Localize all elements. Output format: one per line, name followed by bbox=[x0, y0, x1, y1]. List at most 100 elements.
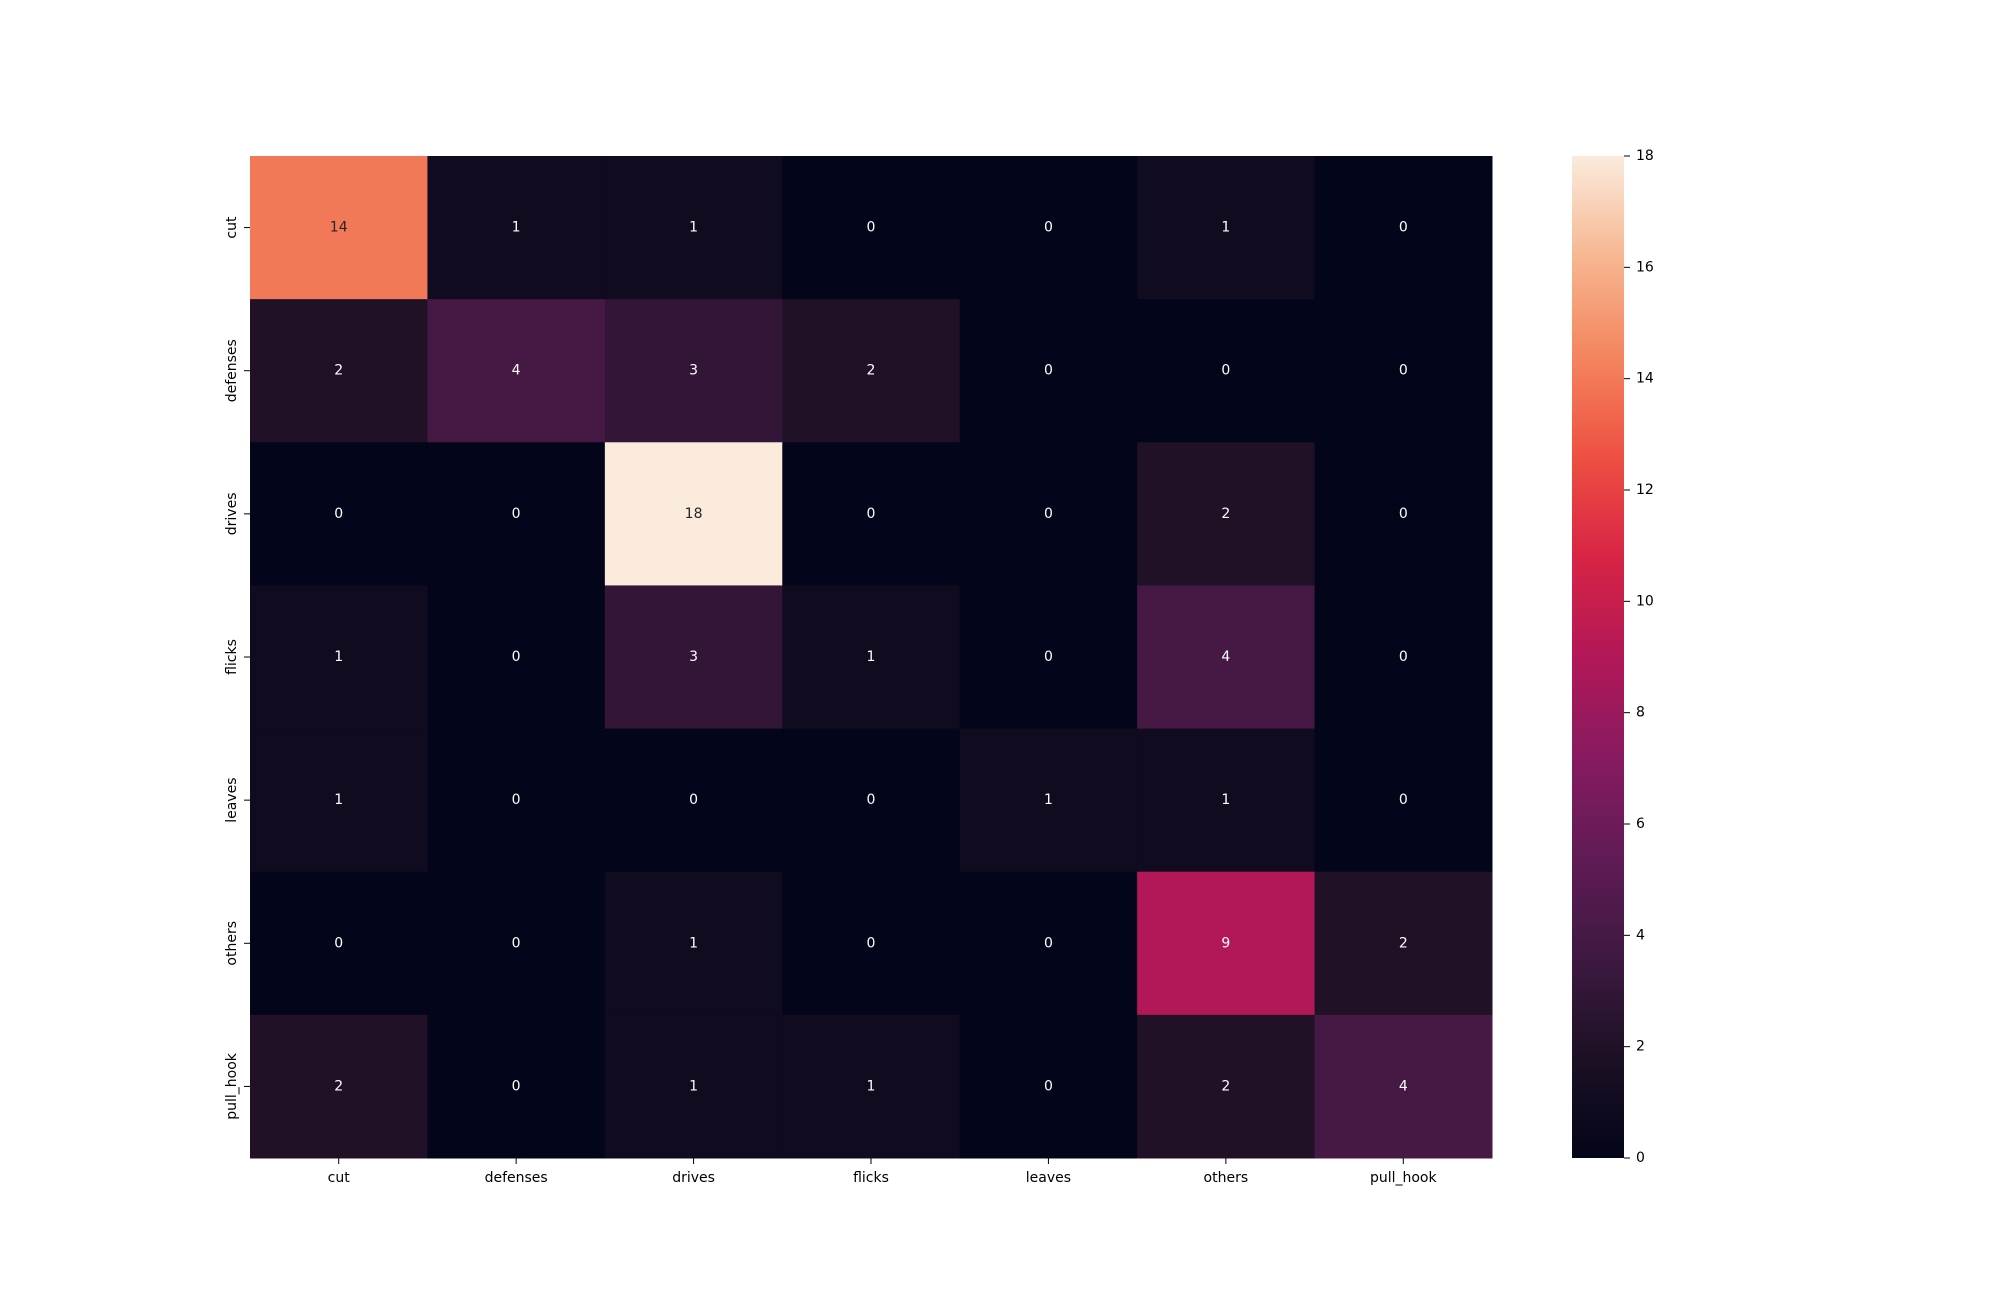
cell-value-label: 0 bbox=[1044, 935, 1053, 951]
y-tick-label: drives bbox=[224, 492, 240, 535]
heatmap-cell bbox=[250, 1014, 428, 1159]
x-tick-label: defenses bbox=[485, 1170, 548, 1186]
colorbar-gradient bbox=[1572, 156, 1624, 1158]
colorbar-tick-label: 16 bbox=[1636, 259, 1654, 275]
heatmap-cell bbox=[959, 299, 1138, 443]
y-tick-label: cut bbox=[224, 216, 240, 239]
cell-value-label: 0 bbox=[512, 1078, 521, 1094]
cell-value-label: 0 bbox=[1044, 506, 1053, 522]
x-tick-label: others bbox=[1204, 1170, 1249, 1186]
y-tick-label: others bbox=[224, 921, 240, 966]
y-axis: cut defenses drives flicks leaves others pull_… bbox=[224, 216, 250, 1120]
colorbar-tick-label: 0 bbox=[1636, 1150, 1645, 1166]
colorbar-tick-label: 12 bbox=[1636, 482, 1654, 498]
cell-value-label: 0 bbox=[1221, 363, 1230, 379]
heatmap-cell bbox=[250, 585, 428, 730]
colorbar-tick-label: 18 bbox=[1636, 148, 1654, 164]
heatmap-cell bbox=[959, 728, 1138, 873]
cell-value-label: 1 bbox=[334, 792, 343, 808]
heatmap-cell bbox=[782, 156, 961, 300]
heatmap-cell bbox=[782, 585, 961, 730]
heatmap-cell bbox=[959, 585, 1138, 730]
cell-value-label: 4 bbox=[1221, 649, 1230, 665]
x-tick-label: cut bbox=[328, 1170, 351, 1186]
cell-annotations: 14 1 1 0 0 1 02 4 3 2 0 0 00 0 18 0 0 2 01 0 3 1 0 4 01 0 0 0 1 1 00 0 1… bbox=[330, 220, 1408, 1095]
cell-value-label: 2 bbox=[1399, 935, 1408, 951]
heatmap-cell bbox=[427, 156, 606, 300]
cell-value-label: 0 bbox=[512, 506, 521, 522]
heatmap-cell bbox=[427, 1014, 606, 1159]
heatmap-cell bbox=[250, 442, 428, 586]
cell-value-label: 2 bbox=[1221, 506, 1230, 522]
heatmap-cell bbox=[604, 156, 783, 300]
cell-value-label: 0 bbox=[1399, 363, 1408, 379]
heatmap-cell bbox=[604, 299, 783, 443]
y-tick-label: flicks bbox=[224, 639, 240, 675]
cell-value-label: 0 bbox=[1399, 792, 1408, 808]
cell-value-label: 2 bbox=[867, 363, 876, 379]
cell-value-label: 3 bbox=[689, 363, 698, 379]
cell-value-label: 0 bbox=[334, 935, 343, 951]
heatmap-cell bbox=[250, 728, 428, 873]
heatmap-cell bbox=[604, 1014, 783, 1159]
cell-value-label: 1 bbox=[689, 1078, 698, 1094]
cell-value-label: 2 bbox=[334, 1078, 343, 1094]
colorbar-tick-label: 8 bbox=[1636, 705, 1645, 721]
heatmap-cell bbox=[1314, 442, 1493, 586]
cell-value-label: 2 bbox=[334, 363, 343, 379]
cell-value-label: 0 bbox=[867, 792, 876, 808]
cell-value-label: 1 bbox=[1221, 220, 1230, 236]
cell-value-label: 0 bbox=[1044, 1078, 1053, 1094]
cell-value-label: 0 bbox=[1044, 363, 1053, 379]
cell-value-label: 0 bbox=[867, 935, 876, 951]
cell-value-label: 1 bbox=[867, 649, 876, 665]
colorbar-tick-label: 14 bbox=[1636, 371, 1654, 387]
cell-value-label: 1 bbox=[689, 220, 698, 236]
cell-value-label: 2 bbox=[1221, 1078, 1230, 1094]
x-tick-label: leaves bbox=[1026, 1170, 1071, 1186]
heatmap-cell bbox=[604, 585, 783, 730]
cell-value-label: 9 bbox=[1221, 935, 1230, 951]
heatmap-cell bbox=[1137, 728, 1316, 873]
cell-value-label: 4 bbox=[1399, 1078, 1408, 1094]
heatmap-cell bbox=[1314, 585, 1493, 730]
x-axis: cut defenses drives flicks leaves others pull_… bbox=[328, 1158, 1438, 1186]
heatmap-cell bbox=[250, 299, 428, 443]
heatmap-cell bbox=[604, 728, 783, 873]
cell-value-label: 0 bbox=[334, 506, 343, 522]
cell-value-label: 0 bbox=[1044, 220, 1053, 236]
cell-value-label: 14 bbox=[330, 220, 348, 236]
heatmap-cell bbox=[1137, 585, 1316, 730]
cell-value-label: 1 bbox=[1044, 792, 1053, 808]
colorbar: 0 2 4 6 8 10 12 14 16 18 bbox=[1572, 148, 1654, 1166]
heatmap-cell bbox=[1314, 871, 1493, 1016]
heatmap-cell bbox=[959, 871, 1138, 1016]
cell-value-label: 0 bbox=[867, 220, 876, 236]
cell-value-label: 0 bbox=[867, 506, 876, 522]
heatmap-cell bbox=[427, 442, 606, 586]
heatmap-cell bbox=[1137, 871, 1316, 1016]
heatmap-cell bbox=[1137, 442, 1316, 586]
heatmap-cell bbox=[782, 1014, 961, 1159]
cell-value-label: 0 bbox=[1044, 649, 1053, 665]
heatmap-cell bbox=[1314, 299, 1493, 443]
heatmap-cell bbox=[1314, 156, 1493, 300]
y-tick-label: pull_hook bbox=[224, 1052, 240, 1120]
y-tick-label: leaves bbox=[224, 778, 240, 823]
heatmap-cell bbox=[1137, 299, 1316, 443]
cell-value-label: 1 bbox=[689, 935, 698, 951]
cell-value-label: 18 bbox=[685, 506, 703, 522]
heatmap-cell bbox=[782, 442, 961, 586]
cell-value-label: 0 bbox=[1399, 506, 1408, 522]
heatmap-cell bbox=[782, 299, 961, 443]
cell-value-label: 0 bbox=[689, 792, 698, 808]
cell-value-label: 1 bbox=[334, 649, 343, 665]
cell-value-label: 4 bbox=[512, 363, 521, 379]
heatmap-cell bbox=[604, 442, 783, 586]
heatmap-cell bbox=[1137, 1014, 1316, 1159]
heatmap-cell bbox=[782, 728, 961, 873]
cell-value-label: 1 bbox=[867, 1078, 876, 1094]
heatmap-cell bbox=[959, 1014, 1138, 1159]
